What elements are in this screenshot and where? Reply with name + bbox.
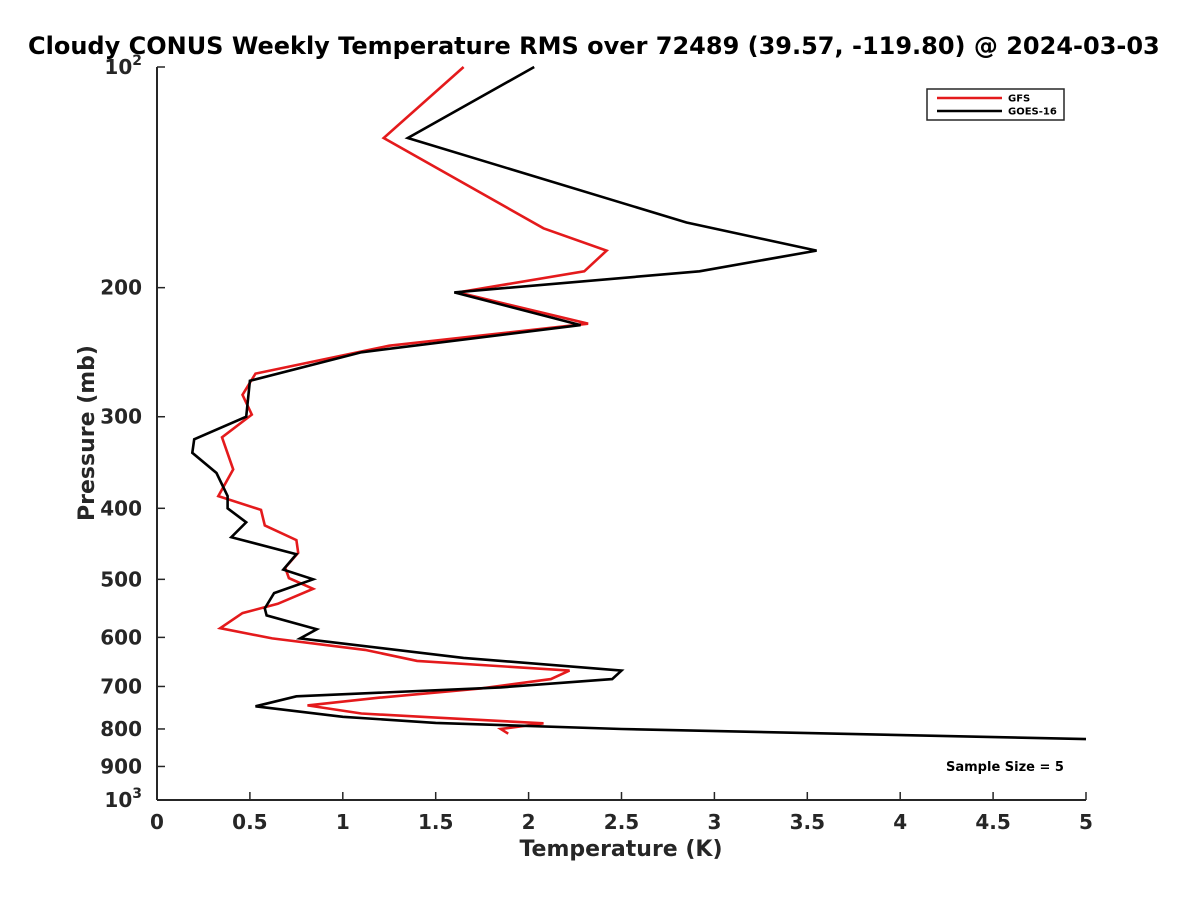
y-axis-ticks: 102 200 300 400 500 600 700 800 900 103 bbox=[100, 53, 165, 812]
x-tick-label: 5 bbox=[1079, 810, 1093, 834]
series-line-gfs bbox=[216, 66, 610, 735]
x-tick-label: 3 bbox=[707, 810, 721, 834]
y-axis-label: Pressure (mb) bbox=[75, 345, 100, 521]
x-tick-label: 1.5 bbox=[418, 810, 453, 834]
y-tick-label: 400 bbox=[100, 496, 142, 520]
y-tick-label: 102 bbox=[104, 53, 142, 79]
legend-box bbox=[926, 88, 1065, 121]
legend-label: GOES-16 bbox=[1008, 107, 1057, 118]
sample-size-note: Sample Size = 5 bbox=[946, 760, 1064, 775]
series-line-goes-16 bbox=[190, 65, 1087, 741]
series-layer bbox=[190, 65, 1087, 741]
y-tick-label: 800 bbox=[100, 717, 142, 741]
x-tick-label: 4 bbox=[893, 810, 907, 834]
x-tick-label: 3.5 bbox=[790, 810, 825, 834]
legend: GFS GOES-16 bbox=[926, 88, 1065, 121]
chart-title: Cloudy CONUS Weekly Temperature RMS over… bbox=[28, 32, 1160, 60]
x-tick-label: 0.5 bbox=[232, 810, 267, 834]
x-tick-label: 0 bbox=[150, 810, 164, 834]
x-tick-label: 4.5 bbox=[975, 810, 1010, 834]
x-tick-label: 1 bbox=[336, 810, 350, 834]
y-tick-label: 600 bbox=[100, 625, 142, 649]
x-axis-label: Temperature (K) bbox=[519, 837, 722, 862]
plot-area bbox=[156, 67, 1086, 801]
legend-label: GFS bbox=[1008, 94, 1030, 105]
x-axis-ticks: 0 0.5 1 1.5 2 2.5 3 3.5 4 4.5 5 bbox=[150, 792, 1093, 834]
x-tick-label: 2 bbox=[522, 810, 536, 834]
y-tick-label: 900 bbox=[100, 754, 142, 778]
x-tick-label: 2.5 bbox=[604, 810, 639, 834]
y-tick-label: 700 bbox=[100, 674, 142, 698]
y-tick-label: 300 bbox=[100, 405, 142, 429]
y-tick-label: 200 bbox=[100, 276, 142, 300]
y-tick-label: 103 bbox=[104, 786, 142, 812]
y-tick-label: 500 bbox=[100, 567, 142, 591]
